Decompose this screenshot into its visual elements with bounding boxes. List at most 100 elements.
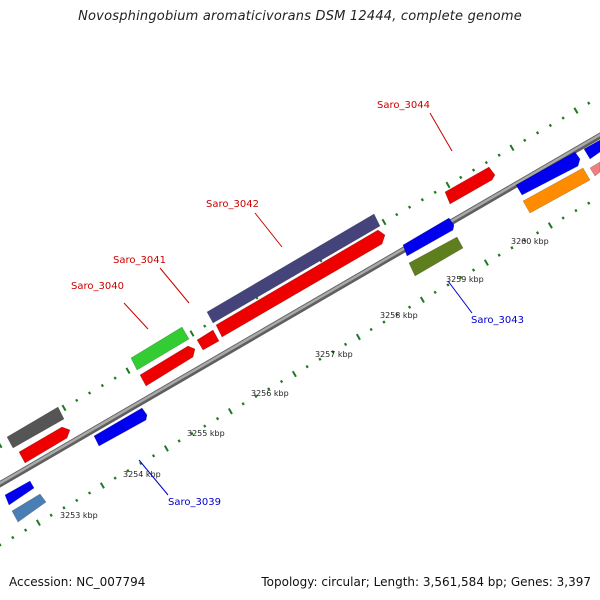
minor-tick xyxy=(459,175,463,180)
minor-tick xyxy=(0,543,2,547)
feature-arrow[interactable] xyxy=(583,139,600,160)
minor-tick xyxy=(11,535,15,540)
feature-arrow[interactable] xyxy=(139,345,196,387)
minor-tick xyxy=(548,123,552,128)
minor-tick xyxy=(471,268,476,272)
genome-summary: Topology: circular; Length: 3,561,584 bp… xyxy=(261,575,591,589)
gene-label-saro-3040[interactable]: Saro_3040 xyxy=(71,281,124,292)
major-tick xyxy=(35,519,41,526)
backbone xyxy=(0,132,600,488)
minor-tick xyxy=(215,416,220,421)
minor-tick xyxy=(151,454,156,458)
minor-tick xyxy=(433,190,437,194)
minor-tick xyxy=(305,364,309,369)
features xyxy=(4,139,600,523)
minor-tick xyxy=(62,506,66,510)
scale-label-3259: 3259 kbp xyxy=(446,275,484,284)
minor-tick xyxy=(574,208,578,213)
feature-arrow[interactable] xyxy=(18,426,71,464)
gene-label-saro-3042[interactable]: Saro_3042 xyxy=(206,199,259,210)
scale-label-3257: 3257 kbp xyxy=(315,350,353,359)
minor-tick xyxy=(203,324,207,328)
feature-arrow[interactable] xyxy=(444,166,496,205)
callout-lines xyxy=(123,112,473,496)
scale-label-3260: 3260 kbp xyxy=(511,237,549,246)
minor-tick xyxy=(241,402,245,406)
minor-tick xyxy=(471,168,476,172)
scale-label-3254: 3254 kbp xyxy=(123,470,161,479)
gene-label-saro-3041[interactable]: Saro_3041 xyxy=(113,255,166,266)
minor-tick xyxy=(561,116,565,120)
minor-tick xyxy=(382,320,386,324)
minor-tick xyxy=(433,290,437,294)
major-tick xyxy=(381,218,387,226)
feature-arrow[interactable] xyxy=(515,151,581,196)
feature-arrow[interactable] xyxy=(11,493,47,523)
tick-row-lower xyxy=(0,195,600,547)
gene-label-saro-3044[interactable]: Saro_3044 xyxy=(377,100,430,111)
feature-arrow[interactable] xyxy=(93,407,148,447)
minor-tick xyxy=(100,383,104,388)
minor-tick xyxy=(331,350,335,354)
minor-tick xyxy=(369,327,373,332)
major-tick xyxy=(163,445,169,452)
scale-label-3255: 3255 kbp xyxy=(187,429,225,438)
major-tick xyxy=(61,404,67,412)
minor-tick xyxy=(510,246,514,250)
minor-tick xyxy=(75,498,79,503)
major-tick xyxy=(573,107,579,114)
major-tick xyxy=(355,333,361,341)
scale-labels: 3253 kbp 3254 kbp 3255 kbp 3256 kbp 3257… xyxy=(60,237,549,520)
major-tick xyxy=(509,144,515,152)
minor-tick xyxy=(343,342,348,347)
minor-tick xyxy=(446,283,450,287)
minor-tick xyxy=(318,357,322,361)
minor-tick xyxy=(523,238,527,242)
feature-arrow[interactable] xyxy=(522,167,591,214)
major-tick xyxy=(483,259,489,266)
minor-tick xyxy=(459,275,463,280)
minor-tick xyxy=(407,205,412,209)
minor-tick xyxy=(535,131,540,135)
feature-arrow[interactable] xyxy=(130,326,190,371)
feature-arrow[interactable] xyxy=(402,217,455,257)
major-tick xyxy=(291,370,297,378)
minor-tick xyxy=(49,513,53,517)
minor-tick xyxy=(139,461,143,465)
major-tick xyxy=(99,482,105,489)
scale-label-3253: 3253 kbp xyxy=(60,511,98,520)
feature-arrow[interactable] xyxy=(6,406,65,449)
feature-arrow[interactable] xyxy=(215,229,386,338)
feature-arrow[interactable] xyxy=(589,161,600,177)
minor-tick xyxy=(587,201,591,205)
major-tick xyxy=(227,407,233,415)
minor-tick xyxy=(407,305,412,309)
minor-tick xyxy=(113,376,117,380)
minor-tick xyxy=(113,476,117,480)
minor-tick xyxy=(395,212,399,217)
major-tick xyxy=(0,442,3,449)
minor-tick xyxy=(87,491,92,495)
minor-tick xyxy=(420,198,424,202)
minor-tick xyxy=(254,394,258,399)
feature-arrow[interactable] xyxy=(4,480,35,506)
minor-tick xyxy=(23,528,28,532)
major-tick xyxy=(547,222,553,229)
accession-text: Accession: NC_007794 xyxy=(9,575,146,589)
feature-arrow[interactable] xyxy=(408,236,464,277)
minor-tick xyxy=(523,138,527,142)
minor-tick xyxy=(497,253,501,257)
feature-arrow[interactable] xyxy=(196,329,220,351)
minor-tick xyxy=(87,391,92,395)
minor-tick xyxy=(587,101,591,105)
feature-arrow[interactable] xyxy=(206,213,381,324)
minor-tick xyxy=(279,379,284,384)
scale-label-3256: 3256 kbp xyxy=(251,389,289,398)
gene-label-saro-3043[interactable]: Saro_3043 xyxy=(471,315,524,326)
map-title: Novosphingobium aromaticivorans DSM 1244… xyxy=(78,9,522,24)
gene-label-saro-3039[interactable]: Saro_3039 xyxy=(168,497,221,508)
major-tick xyxy=(445,181,451,189)
minor-tick xyxy=(203,424,207,428)
minor-tick xyxy=(484,160,488,165)
